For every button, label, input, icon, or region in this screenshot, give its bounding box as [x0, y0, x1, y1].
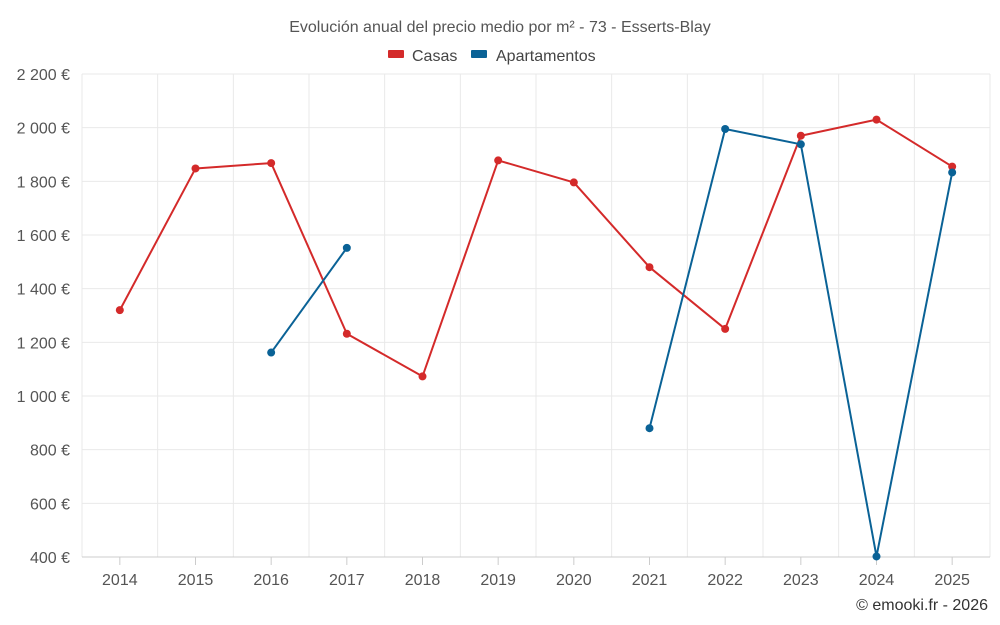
data-point-casas-2021[interactable] — [645, 263, 654, 272]
y-tick-label: 1 800 € — [17, 174, 70, 191]
data-point-casas-2016[interactable] — [267, 159, 276, 168]
data-point-apartamentos-2023[interactable] — [796, 140, 805, 149]
chart-title: Evolución anual del precio medio por m² … — [289, 19, 711, 36]
data-point-casas-2017[interactable] — [342, 329, 351, 338]
y-tick-label: 400 € — [30, 550, 70, 567]
legend-item-casas[interactable]: Casas — [388, 48, 457, 65]
data-point-apartamentos-2021[interactable] — [645, 424, 654, 433]
legend-label-apartamentos: Apartamentos — [496, 48, 596, 65]
grid — [81, 73, 991, 557]
data-point-casas-2024[interactable] — [872, 115, 881, 124]
data-point-apartamentos-2022[interactable] — [721, 125, 730, 134]
data-point-casas-2014[interactable] — [115, 306, 124, 315]
x-tick-label: 2014 — [102, 572, 138, 589]
y-tick-label: 1 400 € — [17, 282, 70, 299]
data-point-casas-2019[interactable] — [494, 156, 503, 165]
x-tick-label: 2016 — [253, 572, 289, 589]
series-line-apartamentos — [270, 247, 348, 354]
x-tick-label: 2024 — [859, 572, 895, 589]
x-tick-label: 2025 — [934, 572, 970, 589]
y-tick-label: 1 000 € — [17, 389, 70, 406]
y-tick-label: 2 200 € — [17, 67, 70, 84]
data-point-casas-2022[interactable] — [721, 324, 730, 333]
x-tick-label: 2015 — [178, 572, 214, 589]
data-point-apartamentos-2025[interactable] — [948, 168, 957, 177]
data-point-casas-2018[interactable] — [418, 372, 427, 381]
y-tick-label: 1 600 € — [17, 228, 70, 245]
data-point-apartamentos-2024[interactable] — [872, 552, 881, 561]
x-tick-label: 2017 — [329, 572, 365, 589]
x-tick-label: 2023 — [783, 572, 819, 589]
credit-text: © emooki.fr - 2026 — [856, 597, 988, 614]
y-tick-label: 800 € — [30, 443, 70, 460]
data-point-casas-2020[interactable] — [569, 178, 578, 187]
data-point-apartamentos-2016[interactable] — [267, 348, 276, 357]
data-point-apartamentos-2017[interactable] — [342, 243, 351, 252]
legend-swatch-casas — [388, 50, 404, 58]
data-point-casas-2023[interactable] — [796, 131, 805, 140]
x-tick-label: 2022 — [707, 572, 743, 589]
x-tick-label: 2021 — [632, 572, 668, 589]
axes: 400 € 600 € 800 € 1 000 € 1 200 € 1 400 € 1 60… — [17, 67, 990, 589]
x-tick-label: 2018 — [405, 572, 441, 589]
y-tick-label: 2 000 € — [17, 121, 70, 138]
x-tick-label: 2019 — [480, 572, 516, 589]
legend-swatch-apartamentos — [471, 50, 487, 58]
data-point-casas-2015[interactable] — [191, 164, 200, 173]
y-tick-label: 600 € — [30, 496, 70, 513]
y-tick-label: 1 200 € — [17, 335, 70, 352]
series-line-casas — [118, 118, 953, 378]
legend: Casas Apartamentos — [388, 48, 596, 65]
series — [115, 115, 957, 561]
x-tick-label: 2020 — [556, 572, 592, 589]
legend-label-casas: Casas — [412, 48, 457, 65]
data-point-casas-2025[interactable] — [948, 162, 957, 171]
legend-item-apartamentos[interactable]: Apartamentos — [471, 48, 596, 65]
